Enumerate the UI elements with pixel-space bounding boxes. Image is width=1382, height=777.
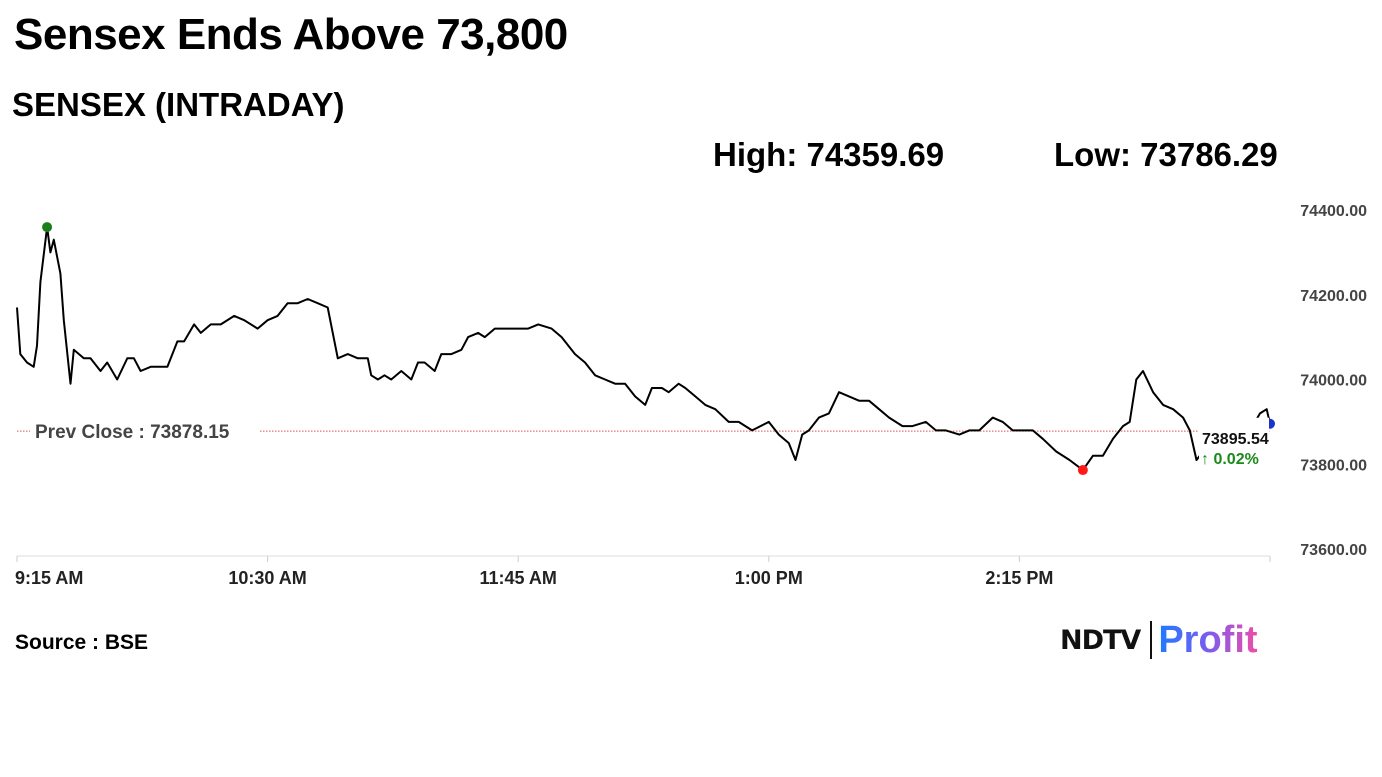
last-value-bg (1199, 417, 1269, 464)
logo-profit-text: Profit (1158, 618, 1258, 661)
change-percent-label: ↑ 0.02% (1201, 451, 1259, 468)
logo-ndtv-text: NDTV (1060, 624, 1141, 656)
last-value-label: 73895.54 (1202, 431, 1269, 448)
y-tick-label: 74000.00 (1300, 373, 1367, 390)
y-tick-label: 73800.00 (1300, 457, 1367, 474)
x-tick-label: 11:45 AM (480, 568, 557, 588)
x-tick-label: 10:30 AM (228, 568, 306, 588)
prev-close-layer: Prev Close : 73878.15 (17, 419, 1270, 444)
chart-subtitle: SENSEX (INTRADAY) (12, 86, 345, 123)
y-tick-label: 73600.00 (1300, 542, 1367, 559)
prev-close-label-bg (30, 419, 260, 444)
x-tick-label: 1:00 PM (735, 568, 803, 588)
ndtv-profit-logo: NDTV Profit (1060, 618, 1258, 662)
high-stat: High: 74359.69 (713, 136, 945, 173)
x-tick-label: 9:15 AM (15, 568, 83, 588)
page-title: Sensex Ends Above 73,800 (14, 10, 568, 59)
logo-divider (1150, 621, 1153, 659)
low-point-marker (1077, 465, 1088, 476)
source-note: Source : BSE (15, 631, 149, 654)
label-layer: 73895.54 ↑ 0.02% (1199, 417, 1269, 468)
prev-close-label: Prev Close : 73878.15 (35, 422, 230, 443)
low-stat: Low: 73786.29 (1054, 136, 1278, 173)
x-tick-label: 2:15 PM (985, 568, 1053, 588)
high-point-marker (42, 222, 53, 233)
y-tick-label: 74200.00 (1300, 288, 1367, 305)
y-tick-label: 74400.00 (1300, 203, 1367, 220)
axis-layer: 9:15 AM 10:30 AM 11:45 AM 1:00 PM 2:15 PM 744… (15, 203, 1367, 588)
